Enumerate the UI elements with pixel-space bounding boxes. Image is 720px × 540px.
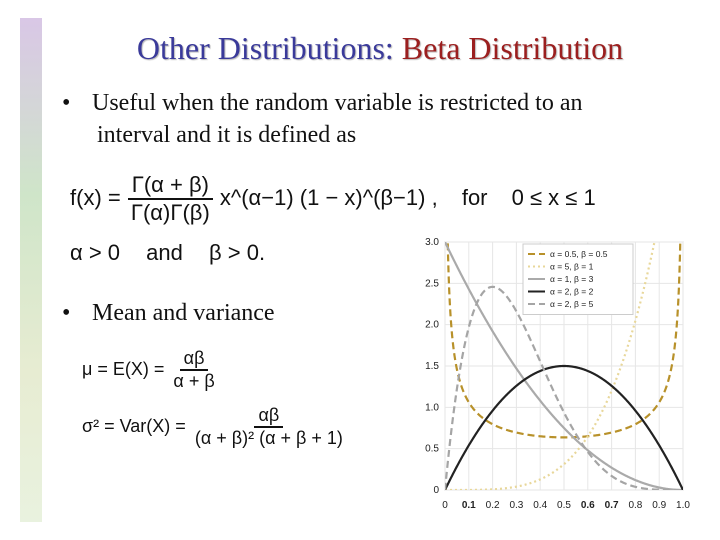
beta-distribution-chart: 0 0.1 0.2 0.3 0.4 0.5 0.6 0.7 0.8 0.9 1.0 0 0.5 1.0 1.…	[425, 237, 690, 511]
x-tick-label: 0.1	[462, 500, 476, 511]
pdf-range: 0 ≤ x ≤ 1	[511, 184, 596, 210]
x-tick-label: 0.5	[557, 500, 571, 511]
cond-alpha: α > 0	[70, 240, 121, 265]
series-line	[446, 242, 682, 439]
x-tick-label: 1.0	[676, 500, 690, 511]
y-tick-label: 0	[433, 485, 439, 496]
series-line	[445, 242, 683, 490]
x-tick-label: 0.7	[605, 500, 619, 511]
cond-beta: β > 0.	[209, 240, 266, 265]
legend: α = 0.5, β = 0.5 α = 5, β = 1 α = 1, β = 3…	[522, 243, 634, 315]
variance-numerator: αβ	[254, 405, 284, 428]
parameter-conditions: α > 0 and β > 0.	[70, 240, 265, 266]
bullet-mean-variance: • Mean and variance	[62, 297, 275, 329]
pdf-fraction: Γ(α + β) Γ(α)Γ(β)	[127, 172, 214, 226]
legend-label: α = 2, β = 5	[550, 299, 594, 309]
mean-fraction: αβ α + β	[169, 348, 218, 392]
slide-title: Other Distributions: Beta Distribution	[0, 30, 720, 67]
legend-label: α = 5, β = 1	[550, 262, 594, 272]
x-tick-label: 0.8	[628, 500, 642, 511]
bullet-line-2: interval and it is defined as	[97, 122, 357, 148]
variance-lhs: σ² = Var(X) =	[82, 415, 186, 436]
bullet-marker: •	[62, 300, 71, 326]
legend-label: α = 0.5, β = 0.5	[550, 249, 608, 259]
legend-label: α = 1, β = 3	[550, 274, 594, 284]
pdf-for: for	[461, 184, 488, 210]
cond-and: and	[146, 240, 183, 265]
y-tick-label: 1.0	[425, 402, 439, 413]
y-tick-label: 0.5	[425, 444, 439, 455]
mean-numerator: αβ	[179, 348, 209, 371]
series-line	[445, 285, 683, 490]
pdf-lhs: f(x) =	[70, 184, 121, 210]
x-tick-label: 0.3	[509, 500, 523, 511]
decorative-side-bar	[20, 18, 42, 522]
variance-denominator: (α + β)² (α + β + 1)	[194, 428, 343, 448]
bullet-marker: •	[62, 90, 71, 116]
series-line	[445, 364, 683, 490]
pdf-rhs: x^(α−1) (1 − x)^(β−1) ,	[219, 184, 438, 210]
title-part-1: Other Distributions:	[136, 30, 394, 66]
mean-lhs: μ = E(X) =	[82, 358, 165, 379]
x-tick-label: 0.6	[581, 500, 595, 511]
x-tick-label: 0.4	[533, 500, 547, 511]
variance-fraction: αβ (α + β)² (α + β + 1)	[191, 405, 347, 449]
curves	[445, 242, 683, 490]
y-tick-label: 2.0	[425, 320, 439, 331]
x-tick-label: 0.9	[652, 500, 666, 511]
pdf-denominator: Γ(α)Γ(β)	[130, 200, 210, 225]
y-tick-label: 2.5	[425, 278, 439, 289]
legend-label: α = 2, β = 2	[550, 287, 594, 297]
mean-denominator: α + β	[173, 371, 215, 391]
x-tick-label: 0	[442, 500, 448, 511]
bullet-definition: • Useful when the random variable is rest…	[62, 87, 692, 151]
pdf-numerator: Γ(α + β)	[127, 172, 213, 200]
axes: 0 0.1 0.2 0.3 0.4 0.5 0.6 0.7 0.8 0.9 1.0 0 0.5 1.0 1.…	[425, 237, 690, 511]
y-tick-label: 1.5	[425, 361, 439, 372]
pdf-formula: f(x) = Γ(α + β) Γ(α)Γ(β) x^(α−1) (1 − x)…	[70, 172, 596, 226]
title-part-2: Beta Distribution	[401, 30, 624, 66]
x-tick-label: 0.2	[486, 500, 500, 511]
y-tick-label: 3.0	[425, 237, 439, 248]
mean-formula: μ = E(X) = αβ α + β	[82, 348, 219, 392]
variance-formula: σ² = Var(X) = αβ (α + β)² (α + β + 1)	[82, 405, 347, 449]
bullet-line-1: Useful when the random variable is restr…	[92, 90, 583, 116]
bullet-text: Mean and variance	[92, 300, 275, 326]
